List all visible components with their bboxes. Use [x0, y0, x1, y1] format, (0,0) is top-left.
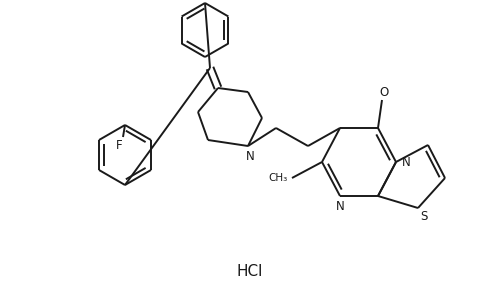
- Text: HCl: HCl: [237, 265, 263, 279]
- Text: S: S: [420, 209, 428, 222]
- Text: N: N: [246, 149, 254, 163]
- Text: N: N: [402, 156, 410, 168]
- Text: CH₃: CH₃: [268, 173, 287, 183]
- Text: N: N: [336, 200, 344, 213]
- Text: F: F: [116, 139, 122, 152]
- Text: O: O: [380, 86, 388, 99]
